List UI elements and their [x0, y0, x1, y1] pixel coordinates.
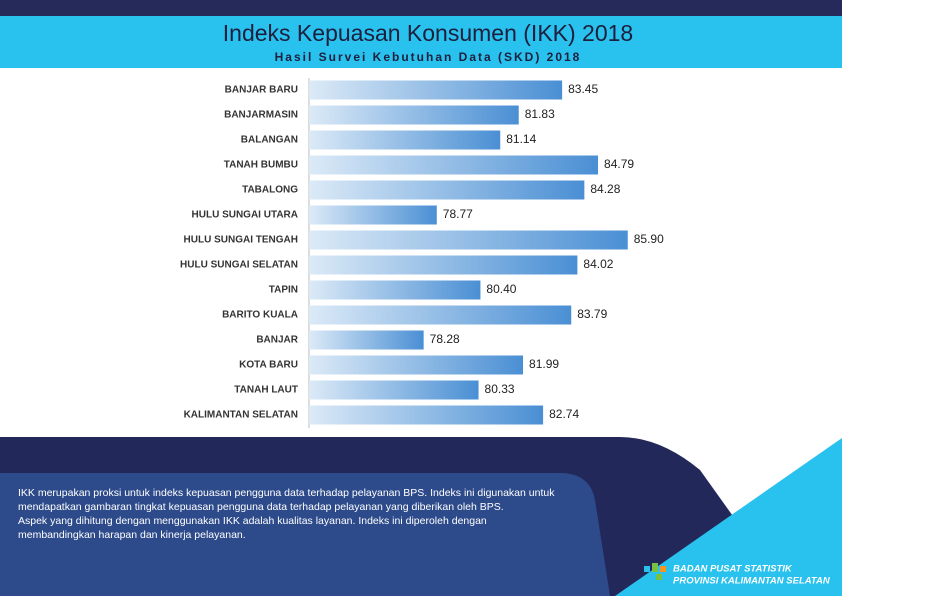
- bar: [309, 130, 501, 150]
- value-label: 78.77: [443, 207, 473, 221]
- org-name: PROVINSI KALIMANTAN SELATAN: [673, 576, 831, 587]
- value-label: 85.90: [634, 232, 664, 246]
- category-label: KALIMANTAN SELATAN: [184, 410, 298, 421]
- category-label: HULU SUNGAI TENGAH: [184, 235, 298, 246]
- category-label: TANAH LAUT: [234, 385, 298, 396]
- value-label: 80.40: [486, 282, 516, 296]
- value-label: 80.33: [485, 382, 515, 396]
- value-label: 81.99: [529, 357, 559, 371]
- value-label: 83.79: [577, 307, 607, 321]
- value-label: 84.02: [583, 257, 613, 271]
- chart-subtitle: Hasil Survei Kebutuhan Data (SKD) 2018: [275, 50, 582, 64]
- category-label: TABALONG: [242, 185, 298, 196]
- footer-light: [0, 473, 610, 596]
- bar: [309, 180, 585, 200]
- bar: [309, 380, 479, 400]
- value-label: 81.83: [525, 107, 555, 121]
- bar: [309, 305, 572, 325]
- value-label: 82.74: [549, 407, 579, 421]
- bar: [309, 105, 519, 125]
- value-label: 84.79: [604, 157, 634, 171]
- chart-title: Indeks Kepuasan Konsumen (IKK) 2018: [223, 20, 633, 46]
- category-label: HULU SUNGAI UTARA: [192, 210, 298, 221]
- top-band: [0, 0, 842, 16]
- note-line: membandingkan harapan dan kinerja pelaya…: [18, 529, 246, 541]
- bar: [309, 155, 599, 175]
- footer-accent: [615, 438, 842, 596]
- category-label: TAPIN: [269, 285, 298, 296]
- value-label: 81.14: [506, 132, 536, 146]
- category-label: TANAH BUMBU: [224, 160, 298, 171]
- bar: [309, 280, 481, 300]
- category-label: BANJAR BARU: [225, 85, 298, 96]
- bar: [309, 330, 424, 350]
- category-label: BARITO KUALA: [222, 310, 298, 321]
- note-line: IKK merupakan proksi untuk indeks kepuas…: [18, 487, 555, 499]
- category-label: BALANGAN: [241, 135, 298, 146]
- category-label: KOTA BARU: [239, 360, 298, 371]
- org-name: BADAN PUSAT STATISTIK: [673, 564, 793, 575]
- bar: [309, 355, 524, 375]
- category-label: HULU SUNGAI SELATAN: [180, 260, 298, 271]
- value-label: 84.28: [590, 182, 620, 196]
- note-line: Aspek yang dihitung dengan menggunakan I…: [18, 515, 487, 527]
- bar: [309, 205, 437, 225]
- bar: [309, 255, 578, 275]
- category-label: BANJARMASIN: [224, 110, 298, 121]
- value-label: 83.45: [568, 82, 598, 96]
- bar: [309, 405, 544, 425]
- value-label: 78.28: [430, 332, 460, 346]
- title-band: [0, 16, 842, 68]
- note-line: mendapatkan gambaran tingkat kepuasan pe…: [18, 501, 504, 513]
- bar: [309, 80, 563, 100]
- bar: [309, 230, 628, 250]
- logo: [644, 563, 666, 582]
- category-label: BANJAR: [256, 335, 298, 346]
